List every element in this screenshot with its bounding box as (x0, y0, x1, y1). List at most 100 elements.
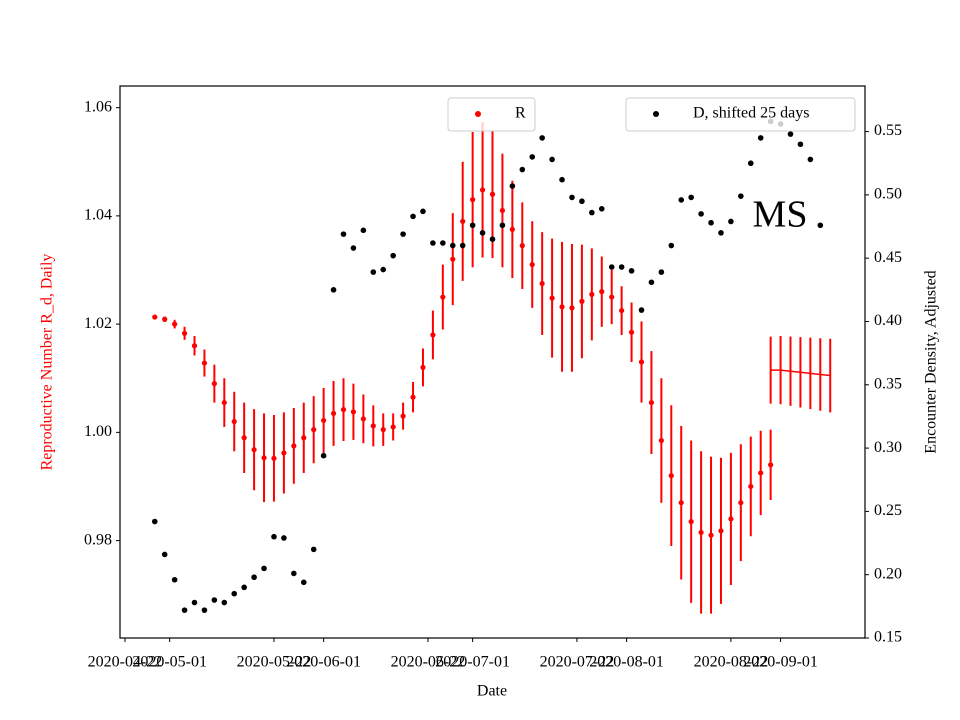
point (241, 584, 247, 591)
y2-tick-label: 0.30 (874, 439, 902, 456)
point (589, 209, 595, 216)
point (201, 360, 208, 366)
point (698, 211, 704, 217)
point (489, 236, 496, 242)
point (271, 533, 277, 540)
point (609, 294, 615, 300)
y2-tick-label: 0.40 (874, 312, 902, 329)
point (181, 607, 188, 613)
point (152, 314, 158, 320)
x-tick-label: 2020-06-01 (286, 654, 361, 671)
point (201, 607, 208, 613)
point (658, 269, 665, 275)
point (370, 423, 376, 429)
point (360, 416, 366, 422)
point (231, 418, 237, 425)
point (638, 359, 645, 365)
legend-label: D, shifted 25 days (693, 105, 809, 122)
point (569, 305, 575, 311)
line (770, 369, 831, 377)
point (479, 230, 486, 236)
y-tick-label: 1.04 (84, 207, 112, 224)
point (410, 213, 416, 220)
point (310, 546, 317, 553)
y-tick-label: 0.98 (84, 531, 112, 548)
point (489, 191, 496, 197)
point (668, 473, 674, 479)
point (539, 135, 545, 141)
point (728, 516, 734, 522)
point (549, 295, 555, 301)
legend-marker (653, 111, 659, 117)
point (311, 427, 317, 433)
point (589, 291, 595, 297)
point (430, 332, 436, 338)
x-tick-label: 2020-07-22 (540, 654, 615, 671)
point (718, 230, 724, 236)
point (519, 243, 525, 249)
y-axis-label: Reproductive Number R_d, Daily (39, 254, 56, 471)
point (499, 222, 506, 229)
y2-tick-label: 0.50 (874, 186, 902, 203)
point (529, 154, 536, 160)
point (390, 252, 396, 259)
plot-frame (119, 85, 866, 639)
point (370, 269, 377, 275)
point (559, 304, 565, 310)
point (628, 268, 635, 274)
point (628, 329, 635, 335)
point (410, 394, 416, 400)
point (181, 330, 188, 336)
point (420, 208, 426, 215)
point (648, 399, 655, 406)
annotation: MS (753, 194, 808, 236)
point (479, 187, 486, 193)
y2-tick-label: 0.45 (874, 249, 902, 266)
point (321, 417, 327, 424)
point (300, 579, 307, 586)
point (708, 219, 714, 226)
point (658, 437, 664, 444)
point (151, 518, 158, 525)
y2-tick-label: 0.35 (874, 375, 902, 392)
point (688, 519, 694, 525)
point (320, 452, 327, 459)
point (380, 427, 386, 433)
point (619, 307, 625, 314)
point (211, 381, 217, 387)
point (281, 450, 287, 456)
point (539, 280, 545, 287)
point (579, 198, 585, 205)
point (221, 599, 228, 606)
point (708, 532, 714, 538)
y2-tick-label: 0.15 (874, 629, 902, 646)
point (449, 242, 456, 249)
point (738, 500, 744, 506)
point (618, 264, 625, 270)
y2-axis-label: Encounter Density, Adjusted (923, 270, 940, 453)
point (599, 289, 605, 295)
point (330, 410, 337, 417)
y-tick-label: 1.00 (84, 423, 112, 440)
point (529, 261, 535, 268)
y-tick-label: 1.02 (84, 315, 112, 332)
x-tick-label: 2020-08-22 (694, 654, 769, 671)
point (350, 409, 357, 415)
point (340, 407, 347, 413)
point (698, 529, 704, 536)
point (261, 565, 267, 572)
point (499, 207, 506, 214)
point (638, 307, 645, 313)
x-tick-label: 2020-08-01 (589, 654, 664, 671)
point (460, 218, 466, 224)
point (678, 197, 685, 203)
point (420, 364, 426, 371)
point (271, 455, 277, 461)
point (171, 576, 178, 583)
point (440, 240, 446, 246)
point (380, 266, 387, 273)
y2-tick-label: 0.20 (874, 565, 902, 582)
point (350, 245, 357, 251)
point (768, 462, 774, 468)
